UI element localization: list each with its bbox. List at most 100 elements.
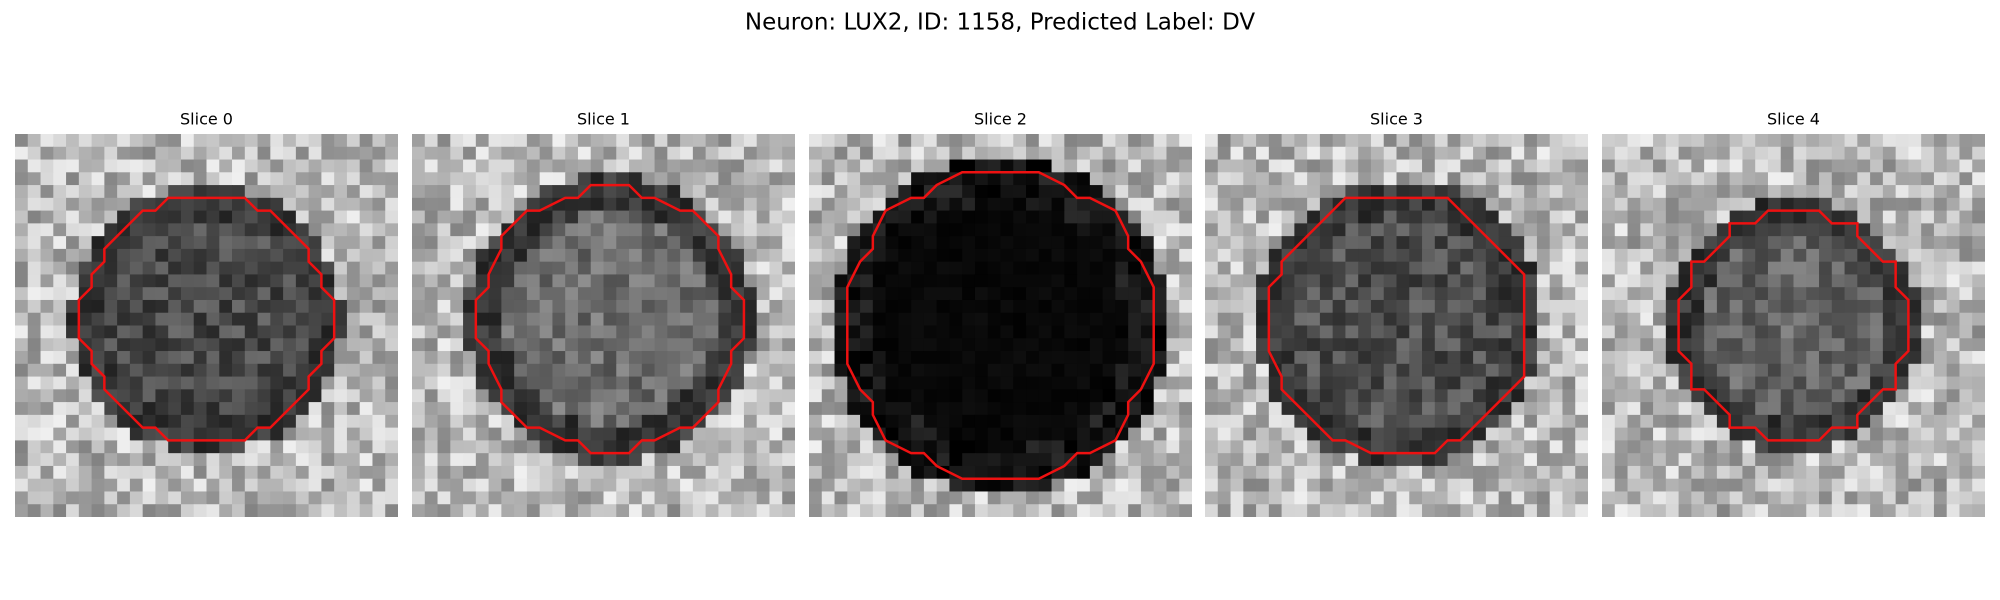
- pixel: [1959, 325, 1973, 339]
- pixel: [475, 197, 490, 212]
- pixel: [756, 210, 771, 224]
- pixel: [1946, 478, 1961, 493]
- pixel: [705, 440, 719, 454]
- pixel: [590, 299, 605, 314]
- pixel: [962, 236, 976, 250]
- pixel: [321, 210, 335, 224]
- pixel: [1665, 363, 1680, 378]
- pixel: [1000, 248, 1014, 263]
- pixel: [1358, 389, 1372, 403]
- pixel: [1780, 185, 1795, 199]
- pixel: [911, 159, 925, 173]
- pixel: [1704, 312, 1718, 327]
- pixel: [66, 325, 80, 339]
- pixel: [834, 402, 848, 416]
- pixel: [1422, 197, 1436, 212]
- pixel: [168, 185, 182, 199]
- pixel: [463, 223, 477, 237]
- pixel: [1205, 146, 1219, 161]
- pixel: [1434, 197, 1449, 212]
- pixel: [590, 504, 605, 517]
- pixel: [1921, 312, 1935, 327]
- pixel: [1473, 185, 1487, 199]
- pixel: [1870, 146, 1884, 161]
- pixel: [257, 223, 271, 237]
- pixel: [1895, 465, 1909, 480]
- pixel: [743, 338, 758, 352]
- pixel: [1678, 402, 1692, 416]
- pixel: [936, 376, 951, 390]
- pixel: [1383, 402, 1398, 416]
- pixel: [847, 414, 861, 429]
- pixel: [1742, 351, 1756, 365]
- pixel: [1857, 185, 1871, 199]
- pixel: [1434, 478, 1449, 493]
- pixel: [1422, 491, 1436, 505]
- pixel: [1767, 325, 1782, 339]
- pixel: [129, 185, 144, 199]
- pixel: [206, 210, 220, 224]
- pixel: [1562, 453, 1576, 467]
- pixel: [1806, 223, 1820, 237]
- pixel: [1064, 248, 1078, 263]
- pixel: [565, 236, 579, 250]
- pixel: [1205, 414, 1219, 429]
- pixel: [1602, 491, 1616, 505]
- pixel: [654, 363, 668, 378]
- pixel: [641, 414, 656, 429]
- pixel: [1870, 274, 1884, 288]
- pixel: [847, 299, 861, 314]
- pixel: [1536, 478, 1551, 493]
- pixel: [117, 491, 131, 505]
- pixel: [1485, 453, 1500, 467]
- pixel: [782, 351, 795, 365]
- pixel: [1653, 376, 1667, 390]
- pixel: [1128, 261, 1142, 276]
- pixel: [1370, 274, 1385, 288]
- pixel: [1383, 274, 1398, 288]
- pixel: [193, 236, 208, 250]
- pixel: [872, 414, 887, 429]
- pixel: [526, 248, 541, 263]
- pixel: [782, 146, 795, 161]
- pixel: [232, 223, 246, 237]
- pixel: [1678, 376, 1692, 390]
- pixel: [412, 210, 426, 224]
- pixel: [1409, 338, 1423, 352]
- pixel: [847, 504, 861, 517]
- pixel: [821, 414, 836, 429]
- pixel: [1729, 223, 1744, 237]
- pixel: [1447, 261, 1461, 276]
- pixel: [117, 325, 131, 339]
- pixel: [616, 504, 630, 517]
- pixel: [1806, 491, 1820, 505]
- pixel: [1704, 287, 1718, 301]
- pixel: [1205, 185, 1219, 199]
- pixel: [1844, 414, 1858, 429]
- pixel: [1434, 414, 1449, 429]
- pixel: [1870, 351, 1884, 365]
- pixel: [1857, 274, 1871, 288]
- pixel: [424, 223, 439, 237]
- pixel: [577, 427, 592, 441]
- pixel: [577, 210, 592, 224]
- pixel: [1665, 172, 1680, 186]
- pixel: [1140, 491, 1155, 505]
- pixel: [718, 440, 732, 454]
- pixel: [526, 491, 541, 505]
- pixel: [257, 504, 271, 517]
- pixel: [1729, 325, 1744, 339]
- pixel: [1319, 389, 1334, 403]
- pixel: [1473, 363, 1487, 378]
- pixel: [731, 146, 745, 161]
- pixel: [1653, 363, 1667, 378]
- pixel: [1678, 236, 1692, 250]
- pixel: [219, 210, 233, 224]
- pixel: [1908, 338, 1922, 352]
- pixel: [270, 172, 284, 186]
- pixel: [1857, 134, 1871, 148]
- pixel: [987, 299, 1002, 314]
- pixel: [1729, 274, 1744, 288]
- pixel: [1396, 261, 1410, 276]
- pixel: [219, 159, 233, 173]
